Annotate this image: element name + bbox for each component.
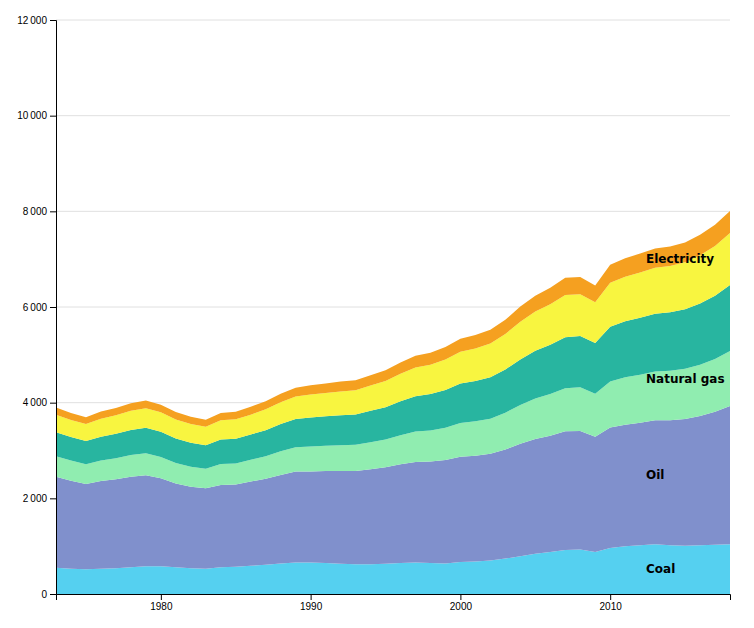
x-tick: 2010 [600, 594, 623, 612]
y-tick: 12 000 [17, 15, 56, 26]
y-tick: 4 000 [23, 397, 56, 408]
band-label: Electricity [646, 252, 714, 266]
x-tick-label: 2010 [600, 601, 623, 612]
x-axis: 1980 1990 2000 2010 [57, 594, 731, 612]
y-tick-label: 2 000 [23, 493, 48, 504]
band-label: Natural gas [646, 372, 725, 386]
grid-line [56, 211, 730, 212]
y-tick-mark [50, 211, 56, 212]
x-tick-mark [311, 594, 312, 600]
x-tick-label: 1990 [300, 601, 323, 612]
y-tick-label: 10 000 [17, 110, 47, 121]
x-axis-line [57, 595, 731, 601]
area-band [56, 211, 730, 427]
grid-line [56, 20, 730, 21]
y-tick-label: 12 000 [17, 15, 47, 26]
y-tick-label: 8 000 [23, 206, 48, 217]
y-tick-mark [50, 403, 56, 404]
y-axis: 0 2 000 4 000 6 000 8 000 10 000 12 000 [17, 15, 56, 600]
y-tick: 0 [41, 589, 56, 600]
grid-line [56, 115, 730, 116]
x-tick: 1990 [300, 594, 323, 612]
band-labels: Coal Oil Natural gas Electricity [646, 252, 725, 576]
y-tick: 10 000 [17, 110, 56, 121]
y-tick-mark [50, 20, 56, 21]
plot: 1980 1990 2000 2010 0 2 000 4 000 6 000 8 000 10 … [17, 15, 730, 612]
y-axis-line [50, 21, 57, 595]
x-tick-mark [460, 594, 461, 600]
band-label: Oil [646, 468, 664, 482]
chart: 1980 1990 2000 2010 0 2 000 4 000 6 000 8 000 10 … [0, 0, 754, 628]
y-tick-mark [50, 116, 56, 117]
x-tick-label: 1980 [150, 601, 173, 612]
y-tick: 8 000 [23, 206, 56, 217]
y-tick-mark [50, 307, 56, 308]
band-label: Coal [646, 562, 675, 576]
x-tick: 2000 [450, 594, 473, 612]
x-tick-label: 2000 [450, 601, 473, 612]
x-tick: 1980 [150, 594, 173, 612]
x-tick-mark [161, 594, 162, 600]
y-tick: 2 000 [23, 493, 56, 504]
y-tick-label: 6 000 [23, 302, 48, 313]
grid [56, 20, 730, 594]
y-tick-mark [50, 498, 56, 499]
y-tick-mark [50, 594, 56, 595]
areas [56, 211, 730, 594]
y-tick-label: 0 [41, 589, 47, 600]
y-tick-label: 4 000 [23, 397, 48, 408]
y-tick: 6 000 [23, 302, 56, 313]
x-tick-mark [610, 594, 611, 600]
